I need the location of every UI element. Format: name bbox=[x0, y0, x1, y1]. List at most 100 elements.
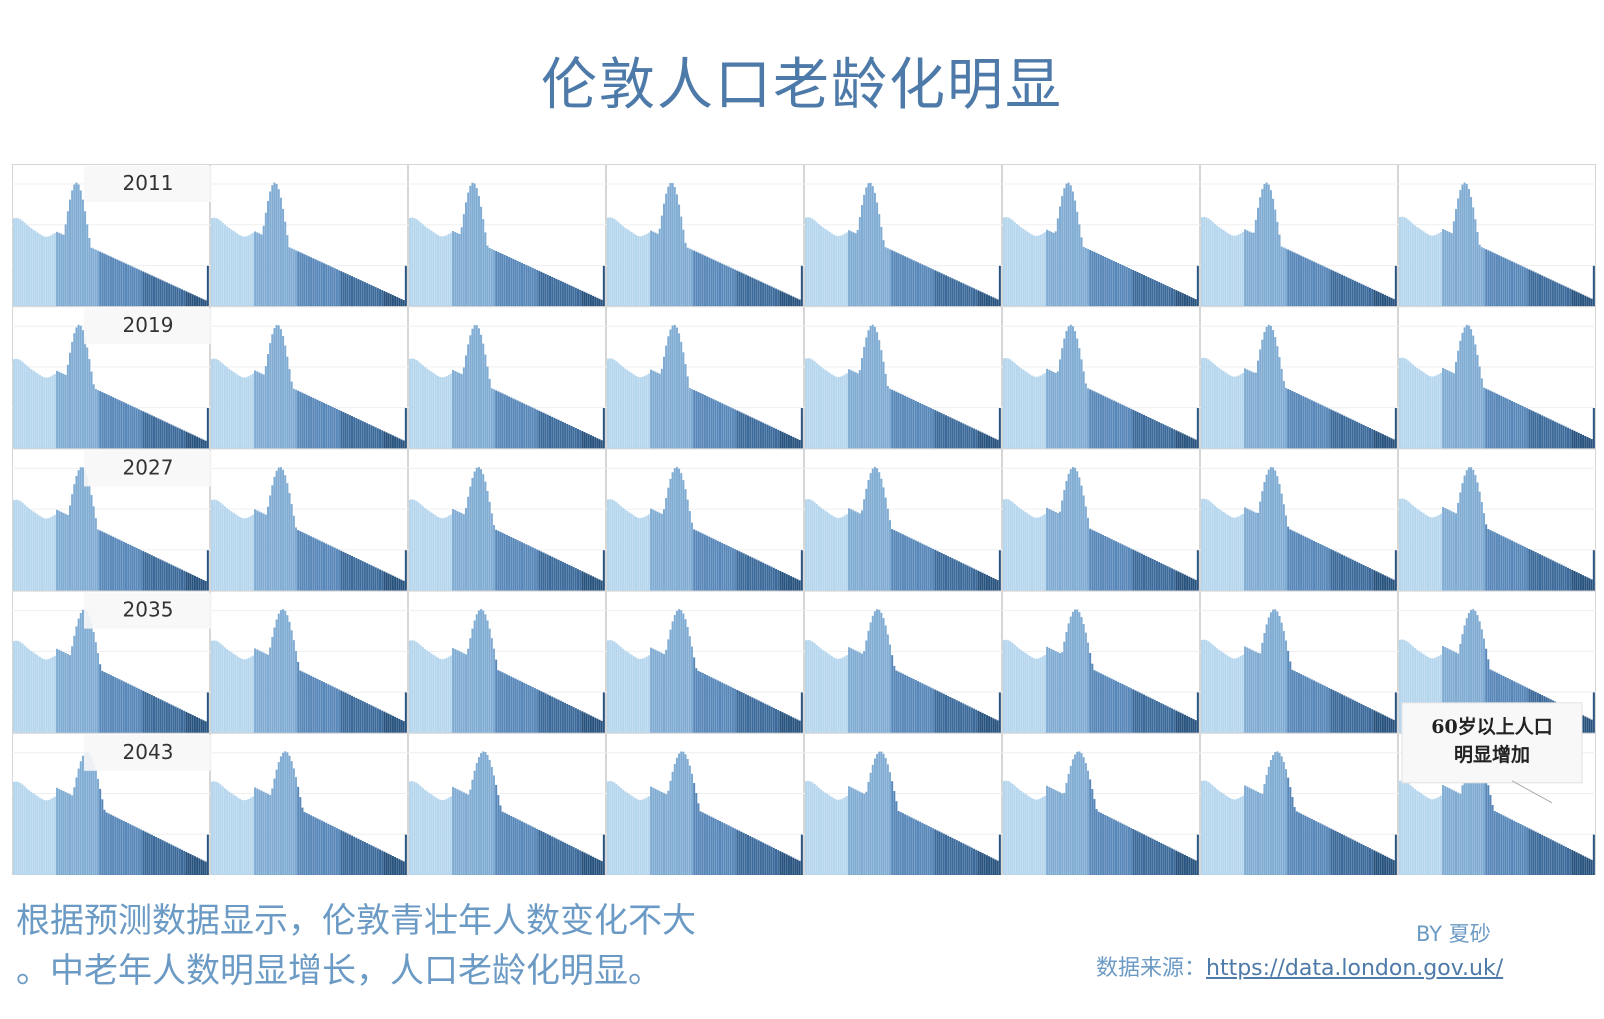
bar-2050-age-42 bbox=[1489, 794, 1492, 875]
bar-2045-age-67 bbox=[553, 837, 556, 875]
bar-2028-age-47 bbox=[312, 537, 315, 591]
bar-2017-age-66 bbox=[1343, 275, 1346, 307]
bar-2028-age-37 bbox=[290, 504, 293, 591]
bar-2031-age-89 bbox=[996, 580, 999, 591]
bar-2021-age-85 bbox=[592, 436, 595, 449]
bar-2013-age-1 bbox=[411, 217, 414, 307]
bar-2011-age-28 bbox=[73, 184, 76, 307]
bar-2047-age-63 bbox=[940, 832, 943, 875]
bar-2033-age-50 bbox=[1308, 538, 1311, 591]
bar-2018-age-34 bbox=[1472, 207, 1475, 307]
bar-2032-age-41 bbox=[1091, 529, 1094, 591]
bar-2033-age-49 bbox=[1306, 537, 1309, 591]
bar-2050-age-23 bbox=[1448, 788, 1451, 875]
bar-2022-age-31 bbox=[673, 324, 676, 449]
bar-2028-age-62 bbox=[344, 552, 347, 591]
bar-2023-age-50 bbox=[912, 399, 915, 449]
bar-2025-age-43 bbox=[1293, 392, 1296, 449]
bar-2021-age-8 bbox=[426, 368, 429, 449]
bar-2017-age-73 bbox=[1358, 282, 1361, 307]
bar-2013-age-32 bbox=[477, 196, 480, 307]
bar-2030-age-59 bbox=[734, 549, 737, 591]
bar-2031-age-59 bbox=[932, 548, 935, 591]
bar-2029-age-55 bbox=[527, 545, 530, 591]
bar-2011-age-14 bbox=[43, 236, 46, 307]
bar-2047-age-26 bbox=[861, 792, 863, 875]
bar-2013-age-42 bbox=[499, 252, 502, 307]
bar-2016-age-82 bbox=[1179, 292, 1182, 307]
bar-2030-age-46 bbox=[706, 535, 709, 591]
bar-2034-age-83 bbox=[1577, 573, 1580, 591]
bar-2040-age-67 bbox=[1147, 696, 1150, 733]
bar-2048-age-88 bbox=[1192, 859, 1195, 875]
bar-2021-age-19 bbox=[449, 373, 452, 449]
bar-2014-age-64 bbox=[744, 274, 747, 307]
bar-2039-age-17 bbox=[841, 657, 844, 733]
bar-2012-age-50 bbox=[318, 261, 321, 307]
bar-2041-age-5 bbox=[1211, 644, 1214, 733]
bar-2011-age-81 bbox=[187, 292, 190, 307]
bar-2022-age-47 bbox=[708, 397, 711, 449]
bar-2048-age-37 bbox=[1082, 757, 1085, 875]
bar-2013-age-29 bbox=[471, 182, 474, 307]
bar-2032-age-28 bbox=[1063, 490, 1066, 591]
bar-2048-age-13 bbox=[1031, 798, 1033, 875]
bar-2016-age-29 bbox=[1065, 183, 1068, 307]
bar-2020-age-43 bbox=[303, 393, 306, 449]
bar-2042-age-27 bbox=[1457, 653, 1460, 733]
bar-2032-age-3 bbox=[1009, 500, 1012, 591]
bar-2024-age-77 bbox=[1168, 427, 1171, 449]
bar-2035-age-80 bbox=[185, 711, 188, 733]
bar-2049-age-61 bbox=[1332, 829, 1335, 875]
bar-2043-age-85 bbox=[196, 857, 199, 875]
bar-2041-age-79 bbox=[1371, 709, 1374, 733]
bar-2026-age-46 bbox=[1498, 394, 1501, 449]
bar-2021-age-16 bbox=[443, 377, 446, 449]
bar-2045-age-79 bbox=[579, 850, 582, 875]
bar-2032-age-4 bbox=[1011, 501, 1014, 591]
source-link[interactable]: https://data.london.gov.uk/ bbox=[1206, 956, 1504, 981]
bar-2039-age-18 bbox=[843, 656, 846, 733]
bar-2044-age-30 bbox=[275, 769, 278, 875]
bar-2021-age-78 bbox=[577, 429, 579, 449]
bar-2038-age-22 bbox=[654, 649, 657, 733]
bar-2036-age-47 bbox=[312, 676, 315, 733]
bar-2030-age-32 bbox=[675, 466, 678, 591]
bar-2023-age-39 bbox=[889, 388, 891, 449]
bar-2025-age-62 bbox=[1334, 411, 1337, 449]
year-label-box bbox=[84, 450, 212, 487]
bar-2021-age-44 bbox=[503, 394, 506, 449]
bar-2036-age-31 bbox=[277, 613, 280, 733]
bar-2013-age-62 bbox=[542, 272, 545, 307]
bar-2016-age-72 bbox=[1158, 282, 1161, 307]
bar-2025-age-52 bbox=[1313, 401, 1315, 449]
bar-2041-age-83 bbox=[1379, 713, 1382, 733]
bar-2041-age-80 bbox=[1373, 710, 1376, 733]
bar-2021-age-13 bbox=[437, 375, 439, 449]
bar-2041-age-53 bbox=[1315, 681, 1318, 733]
bar-2029-age-10 bbox=[430, 512, 433, 591]
bar-2040-age-13 bbox=[1031, 657, 1033, 733]
bar-2022-age-7 bbox=[622, 366, 625, 449]
bar-2027-age-33 bbox=[84, 470, 87, 591]
bar-2023-age-71 bbox=[957, 421, 960, 449]
bar-2033-age-32 bbox=[1269, 467, 1272, 591]
bar-2035-age-55 bbox=[131, 685, 134, 733]
bar-2022-age-48 bbox=[710, 398, 713, 449]
bar-2045-age-26 bbox=[465, 793, 467, 875]
bar-2023-age-41 bbox=[893, 390, 896, 449]
bar-2023-age-84 bbox=[985, 434, 988, 449]
bar-2038-age-45 bbox=[703, 674, 706, 733]
bar-2041-age-57 bbox=[1323, 685, 1326, 733]
bar-2013-age-11 bbox=[432, 232, 435, 307]
bar-2037-age-88 bbox=[598, 719, 601, 733]
bar-2033-age-27 bbox=[1259, 501, 1262, 591]
bar-2043-age-70 bbox=[163, 841, 166, 875]
bar-2024-age-54 bbox=[1119, 403, 1122, 449]
bar-2019-age-79 bbox=[183, 430, 186, 449]
bar-2034-age-22 bbox=[1446, 509, 1449, 591]
bar-2027-age-5 bbox=[23, 504, 26, 591]
bar-2033-age-6 bbox=[1213, 505, 1216, 591]
bar-2029-age-33 bbox=[480, 469, 483, 591]
bar-2017-age-90 bbox=[1394, 265, 1397, 307]
